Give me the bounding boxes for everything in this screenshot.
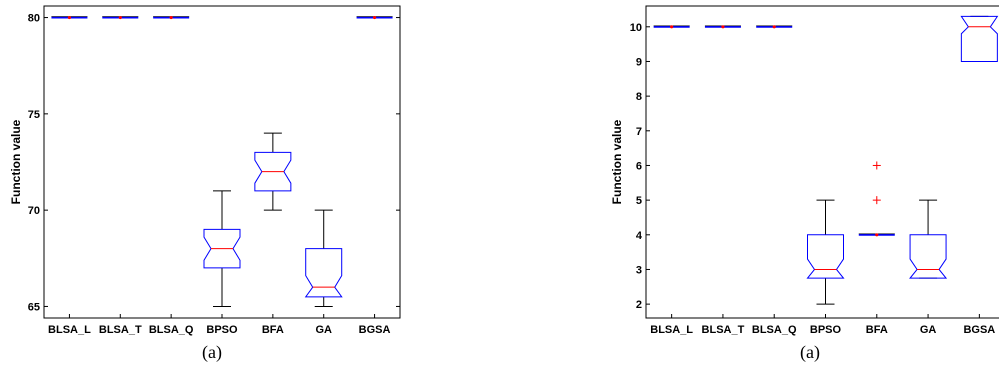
box-BLSA_T: [704, 25, 741, 29]
y-tick-label: 6: [636, 160, 642, 172]
x-tick-label: BPSO: [206, 324, 238, 336]
median-mark: [67, 15, 72, 20]
box-BGSA: [356, 15, 393, 20]
y-tick-label: 4: [636, 230, 643, 242]
box-BFA: [254, 132, 292, 211]
x-tick-label: BPSO: [810, 324, 842, 336]
box-BLSA_Q: [153, 15, 190, 20]
median-mark: [118, 15, 122, 20]
y-tick-label: 5: [636, 195, 642, 207]
box-BLSA_Q: [756, 25, 793, 29]
y-tick-label: 75: [28, 109, 40, 121]
outlier-marker: [872, 196, 881, 205]
median-mark: [772, 25, 776, 29]
x-tick-label: BLSA_Q: [149, 324, 194, 336]
y-tick-label: 80: [28, 13, 40, 25]
box-BPSO: [806, 199, 845, 305]
median-mark: [875, 233, 879, 237]
figure-caption: (a): [800, 342, 820, 363]
y-tick-label: 7: [636, 126, 642, 138]
median-mark: [721, 25, 725, 29]
y-axis-label: Function value: [9, 119, 23, 204]
y-tick-label: 2: [636, 299, 642, 311]
box-GA: [304, 209, 343, 307]
box-BFA: [858, 161, 895, 237]
box-BPSO: [203, 190, 241, 307]
y-tick-label: 10: [630, 22, 642, 34]
notched-box: [960, 15, 999, 62]
y-tick-label: 8: [636, 91, 642, 103]
y-tick-label: 3: [636, 264, 642, 276]
notched-box: [254, 151, 292, 192]
box-BGSA: [960, 15, 999, 62]
median-mark: [372, 15, 377, 20]
outlier-marker: [872, 161, 881, 170]
notched-box: [203, 228, 241, 269]
y-tick-label: 9: [636, 56, 642, 68]
x-tick-label: BLSA_L: [48, 324, 91, 336]
x-tick-label: BLSA_T: [702, 324, 745, 336]
x-tick-label: BGSA: [963, 324, 995, 336]
x-tick-label: BGSA: [359, 324, 391, 336]
box-BLSA_L: [653, 25, 690, 29]
x-tick-label: BFA: [866, 324, 888, 336]
x-tick-label: GA: [920, 324, 937, 336]
median-mark: [670, 25, 674, 29]
median-mark: [169, 15, 173, 20]
notched-box: [909, 234, 948, 279]
right-boxplot-panel: 2 3 4 5 6 7 8 9 10 Function value BLSA_L BLSA_T BLSA…: [610, 5, 999, 363]
plot-frame: [645, 5, 999, 319]
notched-box: [806, 234, 845, 279]
y-axis-label: Function value: [610, 119, 624, 204]
figure-caption: (a): [202, 342, 222, 363]
x-tick-label: BLSA_T: [99, 324, 142, 336]
x-tick-label: BFA: [262, 324, 284, 336]
box-BLSA_T: [102, 15, 139, 20]
y-tick-label: 70: [28, 205, 40, 217]
box-GA: [909, 199, 948, 279]
y-tick-label: 65: [28, 301, 40, 313]
left-boxplot-panel: 65 70 75 80 Function value BLSA_L BLSA_T BLSA_Q…: [9, 5, 401, 363]
box-BLSA_L: [51, 15, 88, 20]
x-tick-label: BLSA_L: [650, 324, 693, 336]
notched-box: [304, 248, 343, 298]
x-tick-label: BLSA_Q: [752, 324, 797, 336]
x-tick-label: GA: [315, 324, 332, 336]
